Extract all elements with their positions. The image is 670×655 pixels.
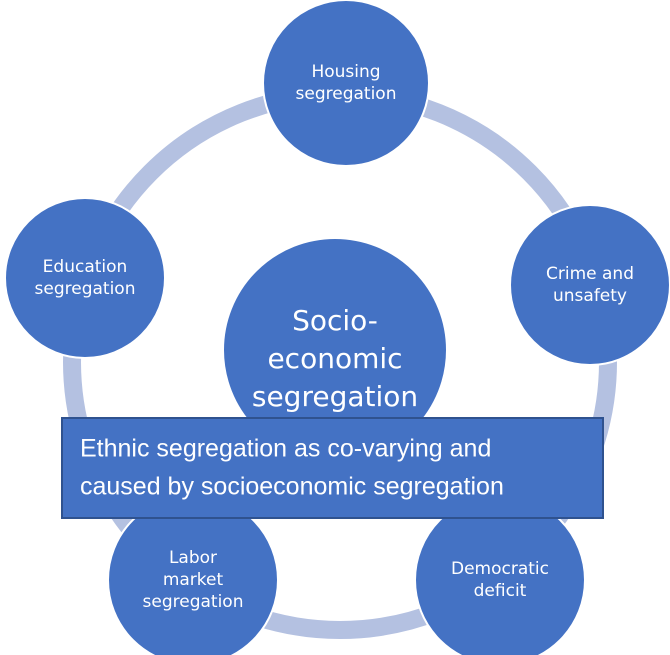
- center-label: Socio-: [292, 304, 378, 337]
- node-label: segregation: [296, 84, 397, 104]
- node-label: segregation: [35, 279, 136, 299]
- node-circle: [262, 0, 430, 167]
- node-label: Democratic: [451, 559, 549, 579]
- node-circle: [4, 197, 166, 359]
- node-label: Housing: [311, 62, 380, 82]
- node-label: deficit: [474, 581, 527, 601]
- caption-box: [61, 417, 604, 519]
- caption-text: Ethnic segregation as co-varying and: [80, 435, 491, 463]
- node-circle: [509, 204, 670, 366]
- node-label: Education: [43, 257, 128, 277]
- node-label: segregation: [143, 592, 244, 612]
- center-label: segregation: [252, 380, 418, 413]
- node-label: unsafety: [553, 286, 627, 306]
- node-label: market: [163, 570, 224, 590]
- center-label: economic: [267, 342, 402, 375]
- node-label: Labor: [169, 548, 217, 568]
- node-label: Crime and: [546, 264, 634, 284]
- caption-text: caused by socioeconomic segregation: [80, 473, 504, 501]
